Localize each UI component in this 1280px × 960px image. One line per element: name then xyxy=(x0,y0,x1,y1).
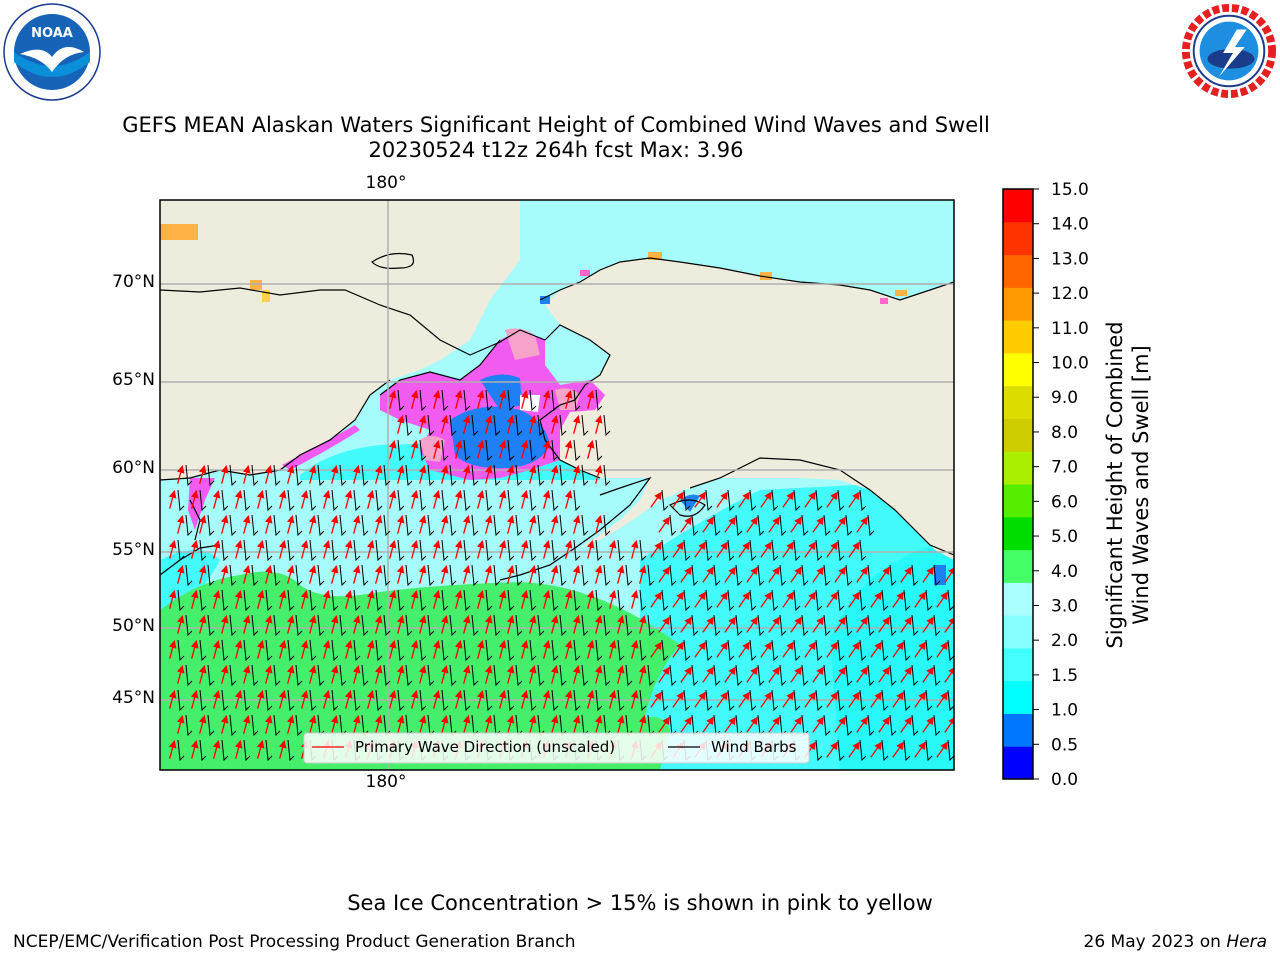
vector-field xyxy=(168,389,954,762)
sea-ice-note: Sea Ice Concentration > 15% is shown in … xyxy=(347,891,933,915)
colorbar-label-line1: Significant Height of Combined xyxy=(1103,321,1127,649)
colorbar-swatch xyxy=(1003,320,1033,354)
colorbar-tick-label: 0.0 xyxy=(1051,770,1078,790)
colorbar-tick-label: 9.0 xyxy=(1051,388,1078,408)
colorbar-tick-label: 15.0 xyxy=(1051,180,1089,200)
colorbar-swatch xyxy=(1003,287,1033,321)
colorbar-swatch xyxy=(1003,254,1033,288)
colorbar-swatch xyxy=(1003,582,1033,616)
map-area xyxy=(160,200,954,770)
colorbar-tick-label: 1.5 xyxy=(1051,666,1078,686)
colorbar-swatch xyxy=(1003,189,1033,223)
colorbar-swatch xyxy=(1003,647,1033,682)
colorbar-swatch xyxy=(1003,615,1033,649)
chart-title: GEFS MEAN Alaskan Waters Significant Hei… xyxy=(122,113,990,137)
colorbar-swatch xyxy=(1003,221,1033,256)
noaa-logo: NOAA xyxy=(3,3,101,101)
colorbar-tick-label: 7.0 xyxy=(1051,458,1078,478)
lat-label-45: 45°N xyxy=(112,688,155,708)
colorbar-swatch xyxy=(1003,713,1033,747)
nws-logo xyxy=(1181,3,1277,99)
colorbar-swatch xyxy=(1003,484,1033,518)
footer-date: 26 May 2023 on Hera xyxy=(1084,932,1268,952)
lon-label-bottom: 180° xyxy=(365,772,407,792)
colorbar-tick-label: 3.0 xyxy=(1051,596,1078,616)
legend-barb-label: Wind Barbs xyxy=(711,738,797,756)
colorbar-tick-label: 11.0 xyxy=(1051,319,1089,339)
colorbar-tick-label: 13.0 xyxy=(1051,249,1089,269)
colorbar-tick-label: 14.0 xyxy=(1051,215,1089,235)
colorbar: 0.0 0.5 1.0 1.5 2.0 3.0 4.0 5.0 6.0 7.0 8.0 9.0 10.0… xyxy=(1002,180,1089,790)
colorbar-tick-label: 12.0 xyxy=(1051,284,1089,304)
footer-date-text: 26 May 2023 on xyxy=(1083,932,1227,952)
colorbar-tick-label: 0.5 xyxy=(1051,735,1078,755)
lat-label-55: 55°N xyxy=(112,540,155,560)
colorbar-tick-label: 10.0 xyxy=(1051,354,1089,374)
noaa-logo-name: NOAA xyxy=(31,26,73,41)
lat-label-65: 65°N xyxy=(112,370,155,390)
footer-branch: NCEP/EMC/Verification Post Processing Pr… xyxy=(13,932,576,952)
colorbar-swatch xyxy=(1003,451,1033,485)
colorbar-tick-label: 5.0 xyxy=(1051,527,1078,547)
colorbar-swatch xyxy=(1003,418,1033,452)
colorbar-swatch xyxy=(1003,746,1033,780)
lat-label-70: 70°N xyxy=(112,272,155,292)
land-chukotka xyxy=(160,200,520,480)
colorbar-tick-label: 8.0 xyxy=(1051,423,1078,443)
colorbar-tick-label: 4.0 xyxy=(1051,562,1078,582)
map-legend: Primary Wave Direction (unscaled) Wind B… xyxy=(303,732,810,764)
colorbar-swatch xyxy=(1003,385,1033,419)
colorbar-tick-label: 6.0 xyxy=(1051,492,1078,512)
lat-label-50: 50°N xyxy=(112,616,155,636)
chart-subtitle: 20230524 t12z 264h fcst Max: 3.96 xyxy=(368,138,744,162)
legend-wave-label: Primary Wave Direction (unscaled) xyxy=(355,738,615,756)
colorbar-swatch xyxy=(1003,680,1033,714)
colorbar-tick-label: 2.0 xyxy=(1051,631,1078,651)
colorbar-swatch xyxy=(1003,549,1033,583)
colorbar-swatch xyxy=(1003,352,1033,387)
footer-host: Hera xyxy=(1226,932,1267,952)
colorbar-label-line2: Wind Waves and Swell [m] xyxy=(1129,345,1153,625)
lat-label-60: 60°N xyxy=(112,458,155,478)
lon-label-top: 180° xyxy=(365,173,407,193)
colorbar-swatch xyxy=(1003,516,1033,551)
map-frame xyxy=(159,199,955,771)
colorbar-tick-label: 1.0 xyxy=(1051,701,1078,721)
